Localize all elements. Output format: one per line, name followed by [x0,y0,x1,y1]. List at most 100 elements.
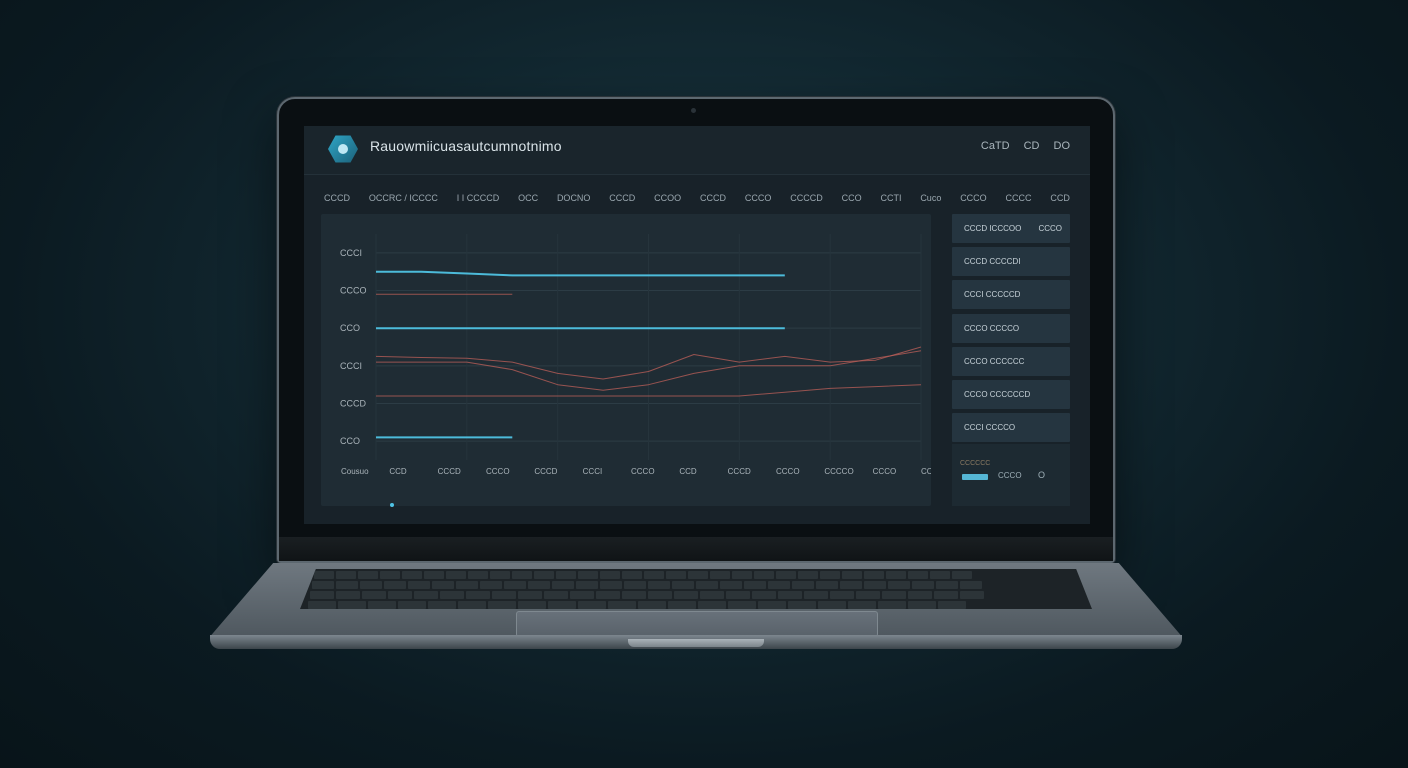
laptop-base [210,563,1182,651]
nav-item[interactable]: CCTI [880,193,902,203]
key [490,571,510,579]
header-button-2[interactable]: CD [1023,140,1040,152]
key [492,591,516,599]
sidebar-footer-label[interactable]: CCCO [998,471,1022,480]
key [792,581,814,589]
nav-item[interactable]: CCCO [960,193,987,203]
key [358,571,378,579]
key [728,601,756,609]
x-tick-label: CCCCO [824,467,853,476]
nav-item[interactable]: CCCCD [790,193,823,203]
key [908,571,928,579]
y-tick-label: CCCI [340,248,362,258]
key [818,601,846,609]
key [336,571,356,579]
line-chart: CCCI CCCO CCO CCCI CCCD CCO Cousuo CCD CCCD CCCO C… [340,234,931,476]
key [408,581,430,589]
key-row [314,571,972,579]
key [848,601,876,609]
x-tick-label: CCCI [583,467,603,476]
key [622,571,642,579]
nav-item[interactable]: CCCC [1005,193,1032,203]
key [548,601,576,609]
x-tick-label: Cousuo [341,467,369,476]
app-logo-icon[interactable] [326,132,360,166]
x-tick-label: CCCO [776,467,800,476]
key [804,591,828,599]
key [688,571,708,579]
key [368,601,396,609]
y-tick-label: CCO [340,436,360,446]
key [310,591,334,599]
status-dot-icon [390,503,394,507]
sidebar-footer: CCCCCC CCCO O [952,444,1070,506]
key [380,571,400,579]
series-line [376,350,922,391]
nav-item[interactable]: DOCNO [556,193,591,203]
sidebar-item[interactable]: CCCI CCCCO [952,413,1070,442]
y-tick-label: CCO [340,323,360,333]
trackpad [516,611,878,637]
key [878,601,906,609]
logo-hexagon [328,135,358,163]
nav-item[interactable]: CCCD [700,193,727,203]
sidebar-item[interactable]: CCCO CCCCCC [952,347,1070,376]
key [908,591,932,599]
key [600,571,620,579]
key [864,571,884,579]
nav-item[interactable]: CCCD [609,193,636,203]
key [798,571,818,579]
key [578,601,606,609]
nav-item[interactable]: OCCRC / ICCCC [368,193,438,203]
key [534,571,554,579]
key [362,591,386,599]
nav-item[interactable]: CCCO [744,193,772,203]
sidebar-item[interactable]: CCCO CCCCCCD [952,380,1070,409]
nav-item[interactable]: CCOO [654,193,682,203]
nav-item[interactable]: I I CCCCD [456,193,500,203]
sidebar-footer-icon[interactable]: O [1038,470,1046,480]
sidebar-item[interactable]: CCCD CCCCDI [952,247,1070,276]
x-tick-label: CCD [679,467,697,476]
header-button-3[interactable]: DO [1053,140,1071,152]
key [726,591,750,599]
key [480,581,502,589]
key [668,601,696,609]
key [458,601,486,609]
nav-item[interactable]: CCCD [324,193,350,203]
sidebar-footer-caption: CCCCCC [960,460,991,467]
key-row [312,581,982,589]
key [432,581,454,589]
key [732,571,752,579]
series-line [376,270,785,277]
laptop-notch [628,639,764,647]
logo-dot [338,144,348,154]
key [744,581,766,589]
nav-item[interactable]: OCC [518,193,539,203]
key [360,581,382,589]
key [624,581,646,589]
header-button-1[interactable]: CaTD [980,140,1010,152]
key [720,581,742,589]
y-tick-label: CCCD [340,399,366,409]
sidebar: CCCD ICCCOO CCCO CCCD CCCCDI CCCI CCCCCD… [952,214,1070,506]
key [754,571,774,579]
key [552,581,574,589]
lid-bezel-bottom [279,537,1113,561]
x-tick-label: CCD [389,467,407,476]
x-tick-label: CCCD [728,467,751,476]
sidebar-item[interactable]: CCCO CCCCO [952,314,1070,343]
nav-item[interactable]: Cuco [920,193,942,203]
key [314,571,334,579]
key [776,571,796,579]
key [752,591,776,599]
keyboard [300,569,1092,609]
key [600,581,622,589]
key [456,581,478,589]
chart-panel: CCCI CCCO CCO CCCI CCCD CCO Cousuo CCD CCCD CCCO C… [321,214,931,506]
sidebar-item[interactable]: CCCI CCCCCD [952,280,1070,309]
key [596,591,620,599]
nav-item[interactable]: CCD [1050,193,1070,203]
laptop-screen: Rauowmiicuasautcumnotnimo CaTD CD DO CCC… [304,126,1090,524]
nav-item[interactable]: CCO [841,193,862,203]
